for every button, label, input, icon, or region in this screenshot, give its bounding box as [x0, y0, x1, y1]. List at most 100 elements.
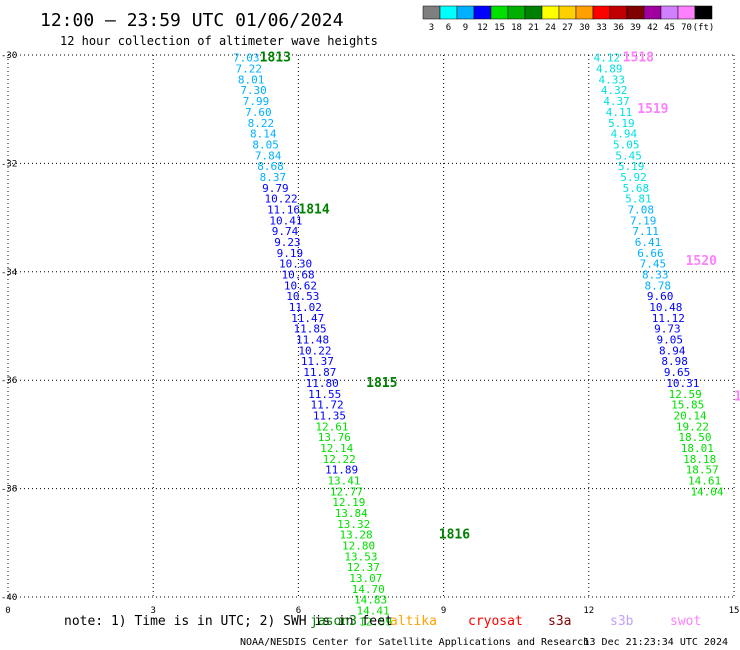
- wave-height-label: 5.68: [623, 182, 650, 195]
- wave-height-label: 8.01: [238, 73, 265, 86]
- colorbar-swatch: [490, 5, 509, 20]
- wave-height-label: 18.01: [681, 442, 714, 455]
- wave-height-label: 18.18: [683, 453, 716, 466]
- wave-height-label: 19.22: [676, 420, 709, 433]
- y-tick-label: -40: [1, 593, 17, 603]
- colorbar-label: 36: [613, 23, 624, 33]
- wave-height-label: 8.94: [659, 344, 686, 357]
- wave-height-label: 11.37: [301, 355, 334, 368]
- wave-height-label: 10.31: [666, 377, 699, 390]
- pass-id-label: 1520: [686, 254, 717, 269]
- wave-height-points: 7.037.228.017.307.997.608.228.148.057.84…: [233, 52, 724, 629]
- satellite-legend-entry: altika: [390, 614, 437, 629]
- x-tick-label: 3: [150, 606, 155, 616]
- wave-height-label: 8.05: [252, 138, 278, 151]
- pass-id-label: 1815: [366, 376, 397, 391]
- colorbar-label: 70: [681, 23, 692, 33]
- x-tick-label: 0: [5, 606, 10, 616]
- y-tick-label: -36: [1, 376, 17, 386]
- x-tick-label: 12: [583, 606, 594, 616]
- colorbar-swatch: [694, 5, 713, 20]
- wave-height-label: 15.85: [671, 399, 704, 412]
- wave-height-label: 9.65: [664, 366, 691, 379]
- wave-height-label: 12.59: [359, 615, 392, 628]
- wave-height-label: 14.83: [354, 594, 387, 607]
- colorbar-swatch: [422, 5, 441, 20]
- wave-height-label: 5.05: [613, 138, 640, 151]
- wave-height-label: 14.61: [688, 474, 721, 487]
- satellite-legend-entry: cryosat: [468, 614, 523, 629]
- wave-height-label: 12.77: [330, 485, 363, 498]
- wave-height-label: 9.60: [647, 290, 674, 303]
- satellite-legend-entry: swot: [670, 614, 701, 629]
- colorbar-swatch: [609, 5, 628, 20]
- wave-height-label: 6.41: [635, 236, 662, 249]
- wave-height-label: 11.12: [652, 312, 685, 325]
- wave-height-label: 9.05: [657, 334, 684, 347]
- x-tick-label: 9: [441, 606, 446, 616]
- wave-height-label: 7.11: [632, 225, 659, 238]
- colorbar-label: 12: [477, 23, 488, 33]
- colorbar-label: 24: [545, 23, 556, 33]
- wave-height-label: 5.45: [615, 149, 642, 162]
- wave-height-label: 14.70: [352, 583, 385, 596]
- colorbar-swatch: [660, 5, 679, 20]
- colorbar-label: 9: [463, 23, 468, 33]
- wave-height-label: 7.99: [243, 95, 269, 108]
- colorbar-swatch: [473, 5, 492, 20]
- wave-height-label: 8.78: [644, 279, 671, 292]
- colorbar-label: 27: [562, 23, 573, 33]
- wave-height-label: 7.19: [630, 214, 657, 227]
- colorbar-label: 3: [429, 23, 434, 33]
- wave-height-label: 9.74: [272, 225, 299, 238]
- wave-height-label: 10.48: [649, 301, 682, 314]
- wave-height-label: 11.80: [306, 377, 339, 390]
- colorbar-swatch: [643, 5, 662, 20]
- colorbar-legend: 3 6 9 12 15 18 21 24 27 30 33 36 39 42 45 70 (ft): [422, 5, 715, 33]
- colorbar-swatch: [592, 5, 611, 20]
- wave-height-label: 11.72: [311, 399, 344, 412]
- pass-id-label: 1518: [623, 51, 654, 66]
- y-tick-label: -38: [1, 485, 17, 495]
- wave-height-label: 13.53: [344, 550, 377, 563]
- wave-height-label: 12.61: [315, 420, 348, 433]
- pass-id-label: 1814: [298, 202, 329, 217]
- wave-height-label: 10.68: [281, 269, 314, 282]
- y-tick-label: -30: [1, 51, 17, 61]
- satellite-legend: jason3 altika cryosat s3a s3b swot: [310, 614, 701, 629]
- pass-annotations: 1813 1814 1815 1816 1518 1519 1520 152: [260, 51, 740, 543]
- wave-height-label: 4.89: [596, 63, 623, 76]
- wave-height-label: 12.19: [332, 496, 365, 509]
- chart-title: 12:00 – 23:59 UTC 01/06/2024: [40, 10, 343, 31]
- wave-height-label: 9.79: [262, 182, 289, 195]
- colorbar-label: 39: [630, 23, 641, 33]
- wave-height-label: 11.48: [296, 334, 329, 347]
- wave-height-label: 13.32: [337, 518, 370, 531]
- wave-height-label: 4.12: [594, 52, 621, 65]
- wave-height-label: 9.19: [277, 247, 304, 260]
- wave-height-label: 4.11: [606, 106, 633, 119]
- wave-height-label: 4.32: [601, 84, 628, 97]
- wave-height-label: 8.33: [642, 269, 669, 282]
- chart-subtitle: 12 hour collection of altimeter wave hei…: [60, 34, 378, 48]
- pass-id-label: 1813: [260, 51, 291, 66]
- wave-height-label: 13.07: [349, 572, 382, 585]
- colorbar-swatch: [575, 5, 594, 20]
- wave-height-label: 7.60: [245, 106, 272, 119]
- colorbar-label: 21: [528, 23, 539, 33]
- wave-height-label: 7.03: [233, 52, 260, 65]
- wave-height-label: 7.22: [235, 63, 261, 76]
- wave-height-label: 8.14: [250, 128, 277, 141]
- footer-timestamp: 13 Dec 21:23:34 UTC 2024: [584, 637, 729, 648]
- x-tick-label: 15: [729, 606, 740, 616]
- colorbar-label: (ft): [693, 23, 715, 33]
- colorbar-swatch: [626, 5, 645, 20]
- colorbar-swatch: [456, 5, 475, 20]
- wave-height-label: 10.53: [286, 290, 319, 303]
- wave-height-label: 13.28: [340, 529, 373, 542]
- colorbar-label: 6: [446, 23, 451, 33]
- grid-lines: [7, 54, 735, 598]
- satellite-legend-entry: jason3: [310, 614, 357, 629]
- wave-height-label: 18.57: [686, 464, 719, 477]
